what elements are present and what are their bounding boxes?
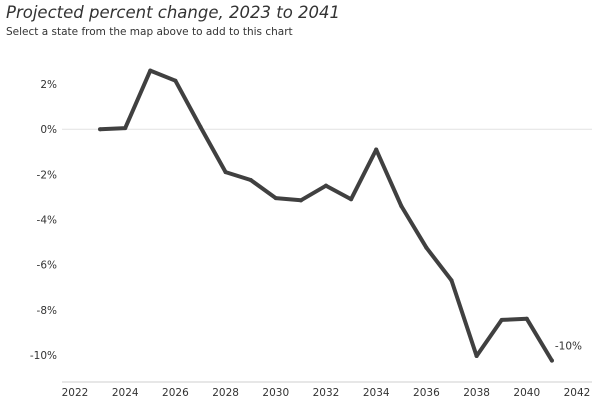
data-point[interactable] xyxy=(98,127,103,132)
data-point[interactable] xyxy=(424,245,429,250)
data-point[interactable] xyxy=(449,278,454,283)
data-point[interactable] xyxy=(324,183,328,188)
chart-subtitle: Select a state from the map above to add… xyxy=(6,26,293,38)
x-tick-label: 2040 xyxy=(513,387,540,399)
series-line[interactable] xyxy=(98,68,554,363)
x-tick-label: 2030 xyxy=(262,387,289,399)
chart-title: Projected percent change, 2023 to 2041 xyxy=(6,3,341,22)
data-point[interactable] xyxy=(399,203,404,208)
data-point[interactable] xyxy=(173,78,178,83)
data-point[interactable] xyxy=(248,178,253,183)
data-point[interactable] xyxy=(349,197,354,202)
x-tick-label: 2022 xyxy=(62,387,89,399)
y-tick-label: 2% xyxy=(40,79,57,91)
y-tick-label: 0% xyxy=(40,124,57,136)
data-point[interactable] xyxy=(374,147,379,152)
data-point[interactable] xyxy=(148,68,153,73)
data-point[interactable] xyxy=(198,124,203,129)
x-tick-label: 2042 xyxy=(564,387,591,399)
y-tick-label: -10% xyxy=(30,350,57,362)
data-point[interactable] xyxy=(273,196,278,201)
data-point[interactable] xyxy=(474,354,479,359)
x-tick-label: 2028 xyxy=(212,387,239,399)
y-tick-label: -8% xyxy=(37,305,57,317)
data-point[interactable] xyxy=(123,126,128,131)
x-tick-label: 2024 xyxy=(112,387,139,399)
data-point[interactable] xyxy=(499,317,504,322)
x-tick-label: 2026 xyxy=(162,387,189,399)
x-tick-label: 2032 xyxy=(313,387,340,399)
y-tick-label: -4% xyxy=(37,215,57,227)
data-point[interactable] xyxy=(524,316,529,321)
x-tick-label: 2034 xyxy=(363,387,390,399)
y-tick-label: -6% xyxy=(37,260,57,272)
end-value-label: -10% xyxy=(555,341,582,353)
data-point[interactable] xyxy=(223,170,228,175)
x-tick-label: 2036 xyxy=(413,387,440,399)
x-tick-label: 2038 xyxy=(463,387,490,399)
y-tick-label: -2% xyxy=(37,169,57,181)
data-point[interactable] xyxy=(298,198,303,203)
data-point[interactable] xyxy=(549,358,554,363)
